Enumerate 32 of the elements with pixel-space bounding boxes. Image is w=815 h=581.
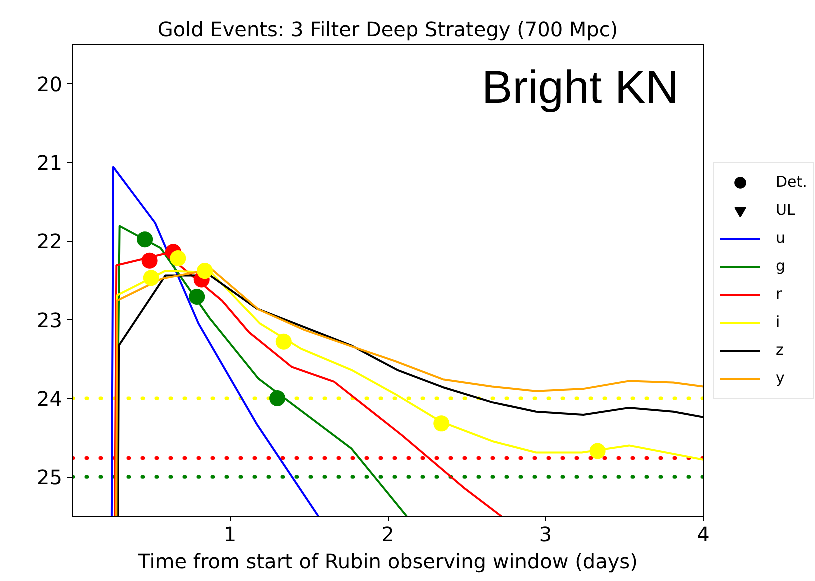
legend-label: u [776,229,787,247]
line-series [110,166,320,516]
legend-label: Det. [776,173,808,191]
legend-label: z [776,341,785,359]
y-tick-label: 21 [37,151,63,175]
x-tick-label: 4 [697,522,710,546]
legend-label: r [776,285,784,303]
x-tick-label: 3 [539,522,552,546]
point [197,263,214,280]
point [590,443,606,460]
point [434,416,450,432]
point [189,289,206,306]
annotation: Bright KN [482,60,679,113]
y-tick-label: 25 [37,466,63,490]
y-tick-label: 20 [37,72,63,96]
point [137,232,154,248]
point [270,390,286,406]
point [143,270,160,286]
chart-title: Gold Events: 3 Filter Deep Strategy (700 Mpc) [158,18,618,42]
y-tick-label: 24 [37,387,63,411]
x-tick-label: 1 [224,522,237,546]
legend-label: UL [776,201,796,219]
x-tick-label: 2 [382,522,394,546]
legend-label: g [776,257,787,275]
y-tick-label: 22 [37,230,63,254]
point [170,250,186,266]
y-tick-label: 23 [37,308,63,332]
legend-label: y [776,369,786,387]
x-axis-title: Time from start of Rubin observing window (days) [137,550,638,574]
legend-label: i [776,313,782,331]
point [276,334,292,350]
point [142,252,158,269]
